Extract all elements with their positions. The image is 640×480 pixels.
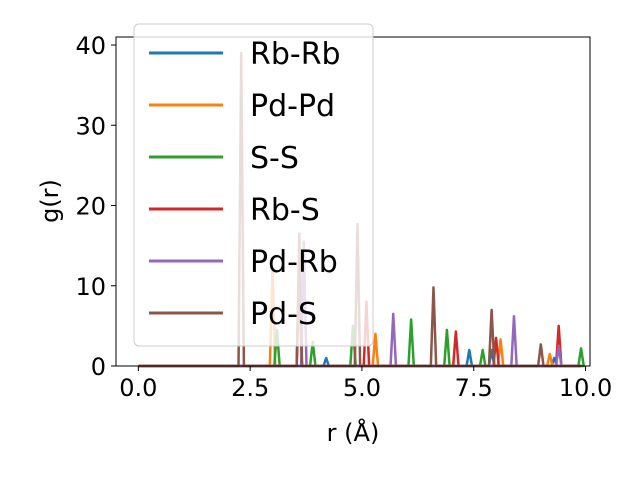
x-tick-label: 10.0 [559, 374, 612, 402]
legend-label-s-s: S-S [250, 141, 299, 176]
legend-label-pd-rb: Pd-Rb [250, 245, 338, 280]
y-tick-label: 10 [75, 273, 106, 301]
x-tick-label: 7.5 [455, 374, 493, 402]
y-axis-label: g(r) [36, 179, 64, 223]
y-tick-label: 40 [75, 32, 106, 60]
y-tick-label: 0 [91, 353, 106, 381]
x-axis-label: r (Å) [327, 418, 380, 447]
x-tick-label: 5.0 [343, 374, 381, 402]
legend-label-rb-rb: Rb-Rb [250, 37, 341, 72]
y-tick-label: 20 [75, 193, 106, 221]
legend-label-rb-s: Rb-S [250, 193, 320, 228]
ticks-layer: 0.0 2.5 5.0 7.5 10.0 0 10 20 30 40 [75, 32, 612, 402]
legend-label-pd-pd: Pd-Pd [250, 89, 335, 124]
legend: Rb-Rb Pd-Pd S-S Rb-S Pd-Rb Pd-S [133, 23, 374, 347]
x-tick-label: 2.5 [231, 374, 269, 402]
x-tick-label: 0.0 [119, 374, 157, 402]
y-tick-label: 30 [75, 112, 106, 140]
legend-label-pd-s: Pd-S [250, 297, 317, 332]
